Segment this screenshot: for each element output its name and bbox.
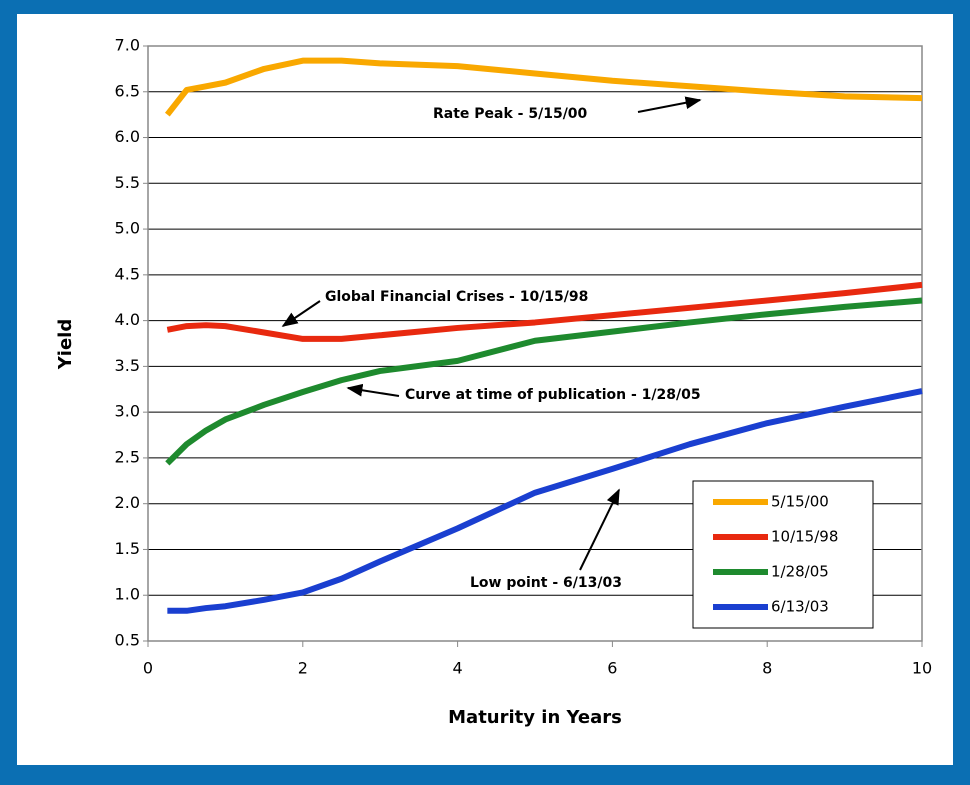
series-line xyxy=(165,297,923,466)
y-tick-label: 6.0 xyxy=(115,127,140,146)
annotation-arrow xyxy=(579,488,620,571)
annotation: Rate Peak - 5/15/00 xyxy=(433,106,588,122)
annotation: Curve at time of publication - 1/28/05 xyxy=(405,387,701,403)
y-tick-label: 0.5 xyxy=(115,631,140,650)
series-lines xyxy=(164,57,923,614)
legend-box xyxy=(692,480,874,629)
x-tick-label: 6 xyxy=(607,659,617,678)
y-tick-label: 3.5 xyxy=(115,356,140,375)
x-axis-title: Maturity in Years xyxy=(448,707,622,728)
annotation: Global Financial Crises - 10/15/98 xyxy=(325,289,588,305)
y-tick-label: 4.5 xyxy=(115,264,140,283)
annotation: Low point - 6/13/03 xyxy=(470,575,622,591)
x-tick-label: 2 xyxy=(298,659,308,678)
y-tick-label: 6.5 xyxy=(115,81,140,100)
legend: 5/15/00 10/15/98 1/28/05 6/13/03 xyxy=(692,480,874,629)
y-axis-title: Yield xyxy=(55,319,76,370)
y-tick-label: 5.0 xyxy=(115,219,140,238)
x-tick-label: 8 xyxy=(762,659,772,678)
plot-frame xyxy=(147,45,923,642)
y-tick-label: 2.0 xyxy=(115,493,140,512)
legend-label: 1/28/05 xyxy=(771,563,829,581)
x-tick-label: 10 xyxy=(912,659,932,678)
y-tick-label: 5.5 xyxy=(115,173,140,192)
y-tick-label: 1.5 xyxy=(115,539,140,558)
x-tick-label: 4 xyxy=(453,659,463,678)
annotation-arrow xyxy=(346,383,400,397)
y-tick-label: 1.0 xyxy=(115,585,140,604)
annotation-arrow xyxy=(637,96,702,113)
legend-label: 10/15/98 xyxy=(771,528,838,546)
legend-label: 5/15/00 xyxy=(771,493,829,511)
x-tick-label: 0 xyxy=(143,659,153,678)
annotation-arrow xyxy=(281,300,321,327)
series-line xyxy=(164,57,923,117)
chart-background xyxy=(17,14,953,765)
y-tick-label: 2.5 xyxy=(115,447,140,466)
y-tick-label: 7.0 xyxy=(115,36,140,55)
y-tick-label: 4.0 xyxy=(115,310,140,329)
series-line xyxy=(166,281,923,342)
y-tick-label: 3.0 xyxy=(115,402,140,421)
legend-label: 6/13/03 xyxy=(771,598,829,616)
series-line xyxy=(167,388,923,614)
